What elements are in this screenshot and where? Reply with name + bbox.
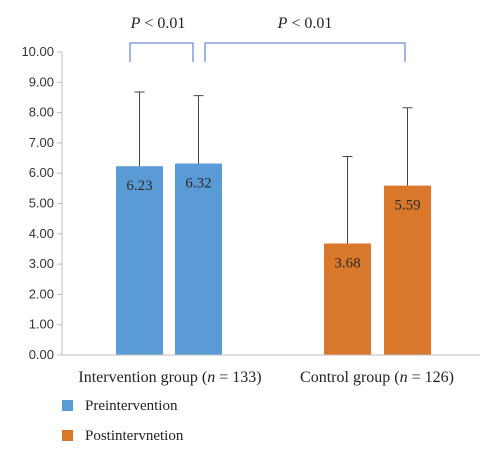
y-tick-label: 9.00	[29, 74, 54, 89]
legend-label: Postintervnetion	[85, 428, 184, 444]
legend-label: Preintervention	[85, 398, 178, 414]
y-tick-label: 10.00	[21, 44, 54, 59]
significance-label: P < 0.01	[130, 15, 186, 32]
significance-bracket	[204, 42, 406, 62]
error-bars	[134, 91, 413, 244]
data-label: 3.68	[334, 255, 360, 271]
bar	[384, 185, 431, 355]
x-category-label: Control group (n = 126)	[300, 369, 454, 386]
y-tick-label: 7.00	[29, 135, 54, 150]
legend-swatch	[62, 400, 73, 411]
y-tick-label: 2.00	[29, 286, 54, 301]
data-label: 5.59	[394, 198, 420, 214]
y-tick-label: 0.00	[29, 347, 54, 362]
x-category-label: Intervention group (n = 133)	[78, 369, 261, 386]
significance-bracket	[129, 42, 194, 62]
y-tick-label: 1.00	[29, 317, 54, 332]
significance-brackets: P < 0.01 P < 0.01	[129, 15, 406, 62]
legend-swatch	[62, 430, 73, 441]
data-label: 6.32	[185, 176, 211, 192]
x-axis: Intervention group (n = 133) Control grou…	[62, 354, 480, 386]
y-tick-label: 4.00	[29, 226, 54, 241]
y-axis: 0.00 1.00 2.00 3.00 4.00 5.00 6.00 7.00 8.00 9.00…	[21, 44, 63, 362]
bar	[324, 243, 371, 355]
bar	[175, 163, 222, 355]
y-tick-label: 5.00	[29, 196, 54, 211]
value-labels: 6.23 6.32 3.68 5.59	[126, 176, 420, 272]
y-tick-label: 3.00	[29, 256, 54, 271]
y-tick-label: 8.00	[29, 105, 54, 120]
significance-label: P < 0.01	[277, 15, 333, 32]
bars	[116, 163, 431, 355]
legend: Preintervention Postintervnetion	[62, 398, 184, 444]
data-label: 6.23	[126, 178, 152, 194]
bar	[116, 166, 163, 355]
y-tick-label: 6.00	[29, 165, 54, 180]
